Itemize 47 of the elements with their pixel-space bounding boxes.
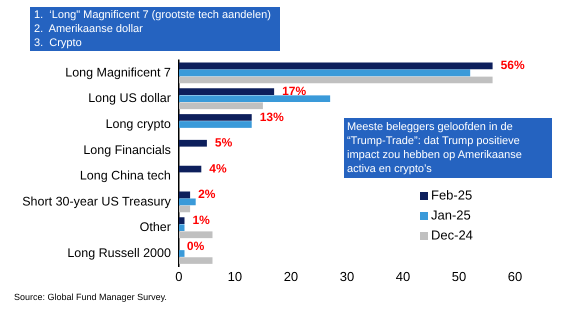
y-tick-label: Long China tech [80,168,171,183]
data-label: 56% [500,58,525,72]
data-label: 1% [192,212,210,227]
legend-label: Jan-25 [431,208,471,223]
bar [178,166,202,172]
x-tick-label: 10 [228,268,242,284]
bar [178,121,252,128]
bar [178,257,213,264]
bar [178,95,330,102]
y-tick-label: Long Financials [83,142,171,157]
data-label: 2% [198,187,216,202]
data-label: 13% [260,110,284,124]
bar [178,198,196,206]
bar [178,231,213,238]
bar [178,224,184,232]
data-label: 0% [186,238,205,253]
chart-title: 1. ‘Long" Magnificent 7 (grootste tech aandelen) 2. Amerikaanse dollar 3. Crypto [30,7,280,51]
bar [178,192,190,198]
bar [178,114,252,121]
legend-label: Feb-25 [431,188,472,203]
bar [178,217,184,224]
x-tick-label: 20 [284,268,298,284]
bar [178,250,184,257]
legend-label: Dec-24 [431,228,473,243]
x-tick-label: 30 [340,268,354,284]
bar [178,70,470,76]
y-tick-label: Other [140,220,171,234]
bar [178,62,493,70]
y-tick-label: Long Magnificent 7 [65,65,171,80]
y-tick-label: Long US dollar [88,91,171,106]
x-tick-label: 0 [175,268,183,284]
x-tick-label: 50 [452,268,466,284]
x-tick-label: 60 [508,268,522,284]
y-tick-label: Short 30-year US Treasury [22,194,172,208]
bar [178,140,207,147]
x-tick-label: 40 [396,268,410,284]
source-note: Source: Global Fund Manager Survey. [14,292,167,302]
bar [178,206,190,212]
data-label: 4% [209,161,227,176]
bar [178,76,493,84]
bar [178,88,274,95]
data-label: 17% [282,84,306,98]
data-label: 5% [214,136,233,150]
y-tick-label: Long crypto [106,116,171,131]
annotation: Meeste beleggers geloofden in de “Trump-Trade”: dat Trump positieve impact zou hebben op Amerikaanse activa en crypto’s [344,118,552,178]
bar [178,102,263,110]
y-tick-label: Long Russell 2000 [67,246,171,260]
